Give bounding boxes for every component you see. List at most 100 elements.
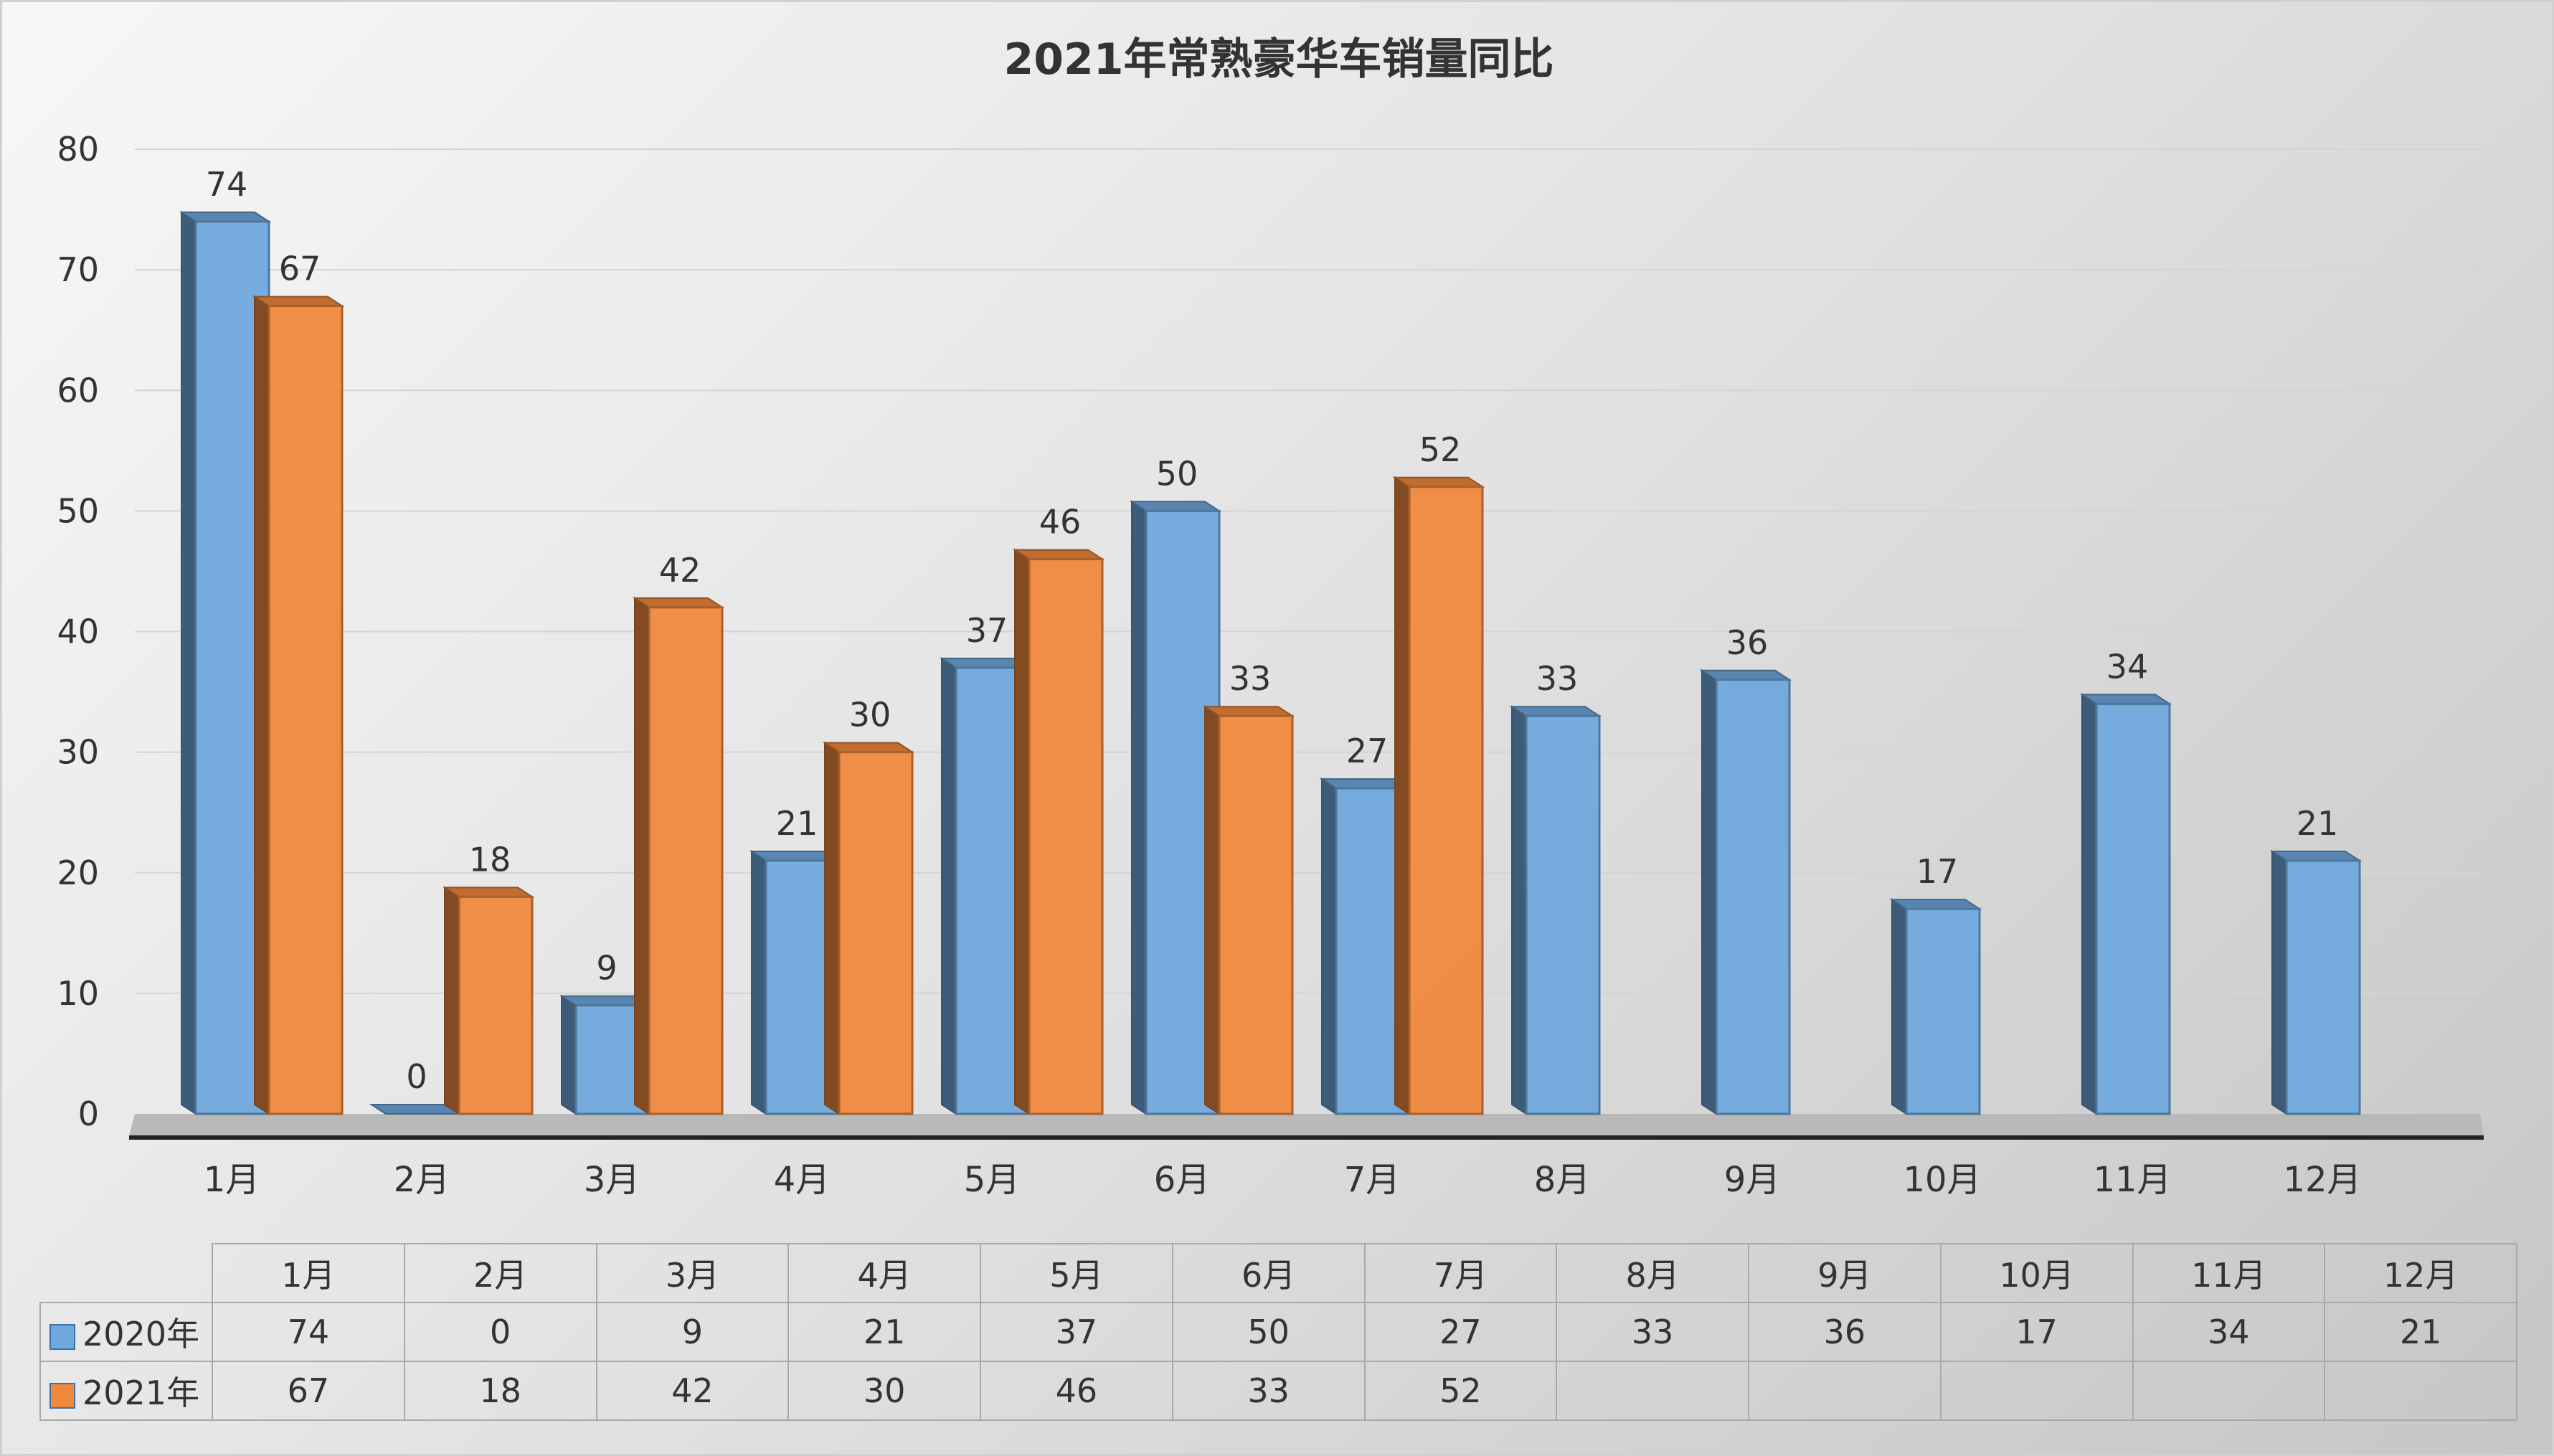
x-tick-label: 10月 (1903, 1160, 1981, 1200)
data-label: 0 (406, 1057, 427, 1096)
bar-side (1511, 705, 1527, 1115)
bar-side (1701, 668, 1717, 1115)
data-label: 30 (849, 696, 891, 734)
bar-side (1131, 500, 1147, 1115)
table-cell (1939, 1361, 2134, 1421)
bar-side (444, 886, 460, 1115)
table-cell: 46 (980, 1361, 1173, 1421)
floor-surface (129, 1114, 2484, 1135)
y-tick-label: 0 (78, 1095, 99, 1133)
legend-label: 2021年 (82, 1374, 200, 1412)
bar-front (2285, 859, 2361, 1115)
table-header-cell: 10月 (1939, 1243, 2134, 1303)
bar (252, 295, 345, 1115)
legend-entry: 2021年 (39, 1361, 213, 1421)
x-tick-label: 4月 (774, 1160, 831, 1200)
table-cell: 36 (1748, 1302, 1941, 1362)
chart-title: 2021年常熟豪华车销量同比 (1004, 34, 1554, 85)
data-label: 21 (776, 804, 818, 843)
bar-top (1012, 549, 1105, 560)
table-header-cell: 6月 (1171, 1243, 1366, 1303)
bar-top (632, 597, 725, 608)
table-cell: 74 (212, 1302, 405, 1362)
legend-swatch (49, 1382, 75, 1409)
bar-side (1204, 705, 1220, 1115)
table-header-cell: 2月 (403, 1243, 597, 1303)
y-tick-label: 40 (57, 613, 99, 651)
bar (822, 741, 915, 1115)
table-cell: 21 (788, 1302, 981, 1362)
data-label: 17 (1916, 852, 1959, 891)
data-label: 27 (1346, 732, 1389, 770)
y-tick-label: 20 (57, 854, 99, 892)
bar (1012, 548, 1105, 1115)
chart-floor (129, 1114, 2484, 1140)
x-tick-label: 5月 (964, 1160, 1021, 1200)
bar-top (1509, 706, 1602, 717)
legend-entry: 2020年 (39, 1302, 213, 1362)
table-header-cell: 8月 (1556, 1243, 1749, 1303)
table-cell: 21 (2324, 1302, 2517, 1362)
table-cell: 0 (403, 1302, 597, 1362)
data-label: 33 (1229, 659, 1272, 698)
y-tick-label: 60 (57, 371, 99, 410)
table-cell: 37 (980, 1302, 1173, 1362)
y-axis-ticks: 0 10 20 30 40 50 60 70 80 (57, 130, 99, 1133)
bar-top (2079, 694, 2172, 705)
bar-front (1525, 714, 1601, 1115)
table-cell (1556, 1361, 1749, 1421)
bar-top (252, 296, 345, 307)
bar-front (458, 895, 534, 1115)
y-tick-label: 10 (57, 974, 99, 1013)
data-label: 36 (1726, 623, 1769, 662)
bar-side (824, 741, 840, 1115)
y-tick-label: 80 (57, 130, 99, 169)
y-tick-label: 70 (57, 250, 99, 289)
table-row: 2020年 74 0 9 21 37 50 27 33 36 17 34 21 (39, 1302, 2517, 1362)
x-tick-label: 3月 (584, 1160, 640, 1200)
bar-side (181, 211, 197, 1115)
table-row: 2021年 67 18 42 30 46 33 52 (39, 1361, 2517, 1421)
bar (2269, 850, 2363, 1115)
x-tick-label: 9月 (1724, 1160, 1781, 1200)
bar-front (1905, 907, 1981, 1115)
bar (1392, 476, 1485, 1115)
bar-side (2271, 850, 2287, 1115)
x-tick-label: 2月 (394, 1160, 450, 1200)
table-header-cell: 4月 (788, 1243, 981, 1303)
bar-side (751, 850, 767, 1115)
bar-top (1202, 706, 1295, 717)
data-labels: 74 67 0 18 9 42 21 30 37 46 50 33 27 52 33 36 17 34 21 (206, 165, 2339, 1096)
legend-label: 2020年 (82, 1315, 200, 1353)
bar-chart: 2021年常熟豪华车销量同比 0 10 20 30 40 50 60 70 80 74 67 0 18… (57, 34, 2484, 1200)
table-cell (2132, 1361, 2326, 1421)
table-cell: 67 (212, 1361, 405, 1421)
x-tick-label: 6月 (1154, 1160, 1211, 1200)
data-label: 21 (2297, 804, 2339, 843)
table-header-cell: 7月 (1363, 1243, 1558, 1303)
table-cell (2324, 1361, 2517, 1421)
data-label: 9 (596, 949, 617, 988)
bar-side (941, 657, 957, 1115)
table-cell (1748, 1361, 1941, 1421)
table-cell: 52 (1363, 1361, 1558, 1421)
table-cell: 50 (1171, 1302, 1366, 1362)
bar-side (634, 597, 650, 1115)
data-label: 74 (206, 165, 248, 204)
data-label: 37 (966, 611, 1008, 650)
bar-front (2095, 702, 2171, 1115)
bar-front (1715, 679, 1791, 1115)
data-label: 50 (1156, 454, 1198, 493)
data-label: 34 (2106, 647, 2149, 686)
table-header-cell: 1月 (212, 1243, 405, 1303)
table-cell: 33 (1171, 1361, 1366, 1421)
bar (442, 886, 535, 1115)
table-cell: 9 (595, 1302, 790, 1362)
gridlines (135, 148, 2480, 994)
data-label: 67 (279, 250, 321, 288)
data-label: 33 (1536, 659, 1579, 698)
bar-front (838, 751, 914, 1115)
bar (1509, 705, 1602, 1115)
bar-front (268, 305, 344, 1115)
